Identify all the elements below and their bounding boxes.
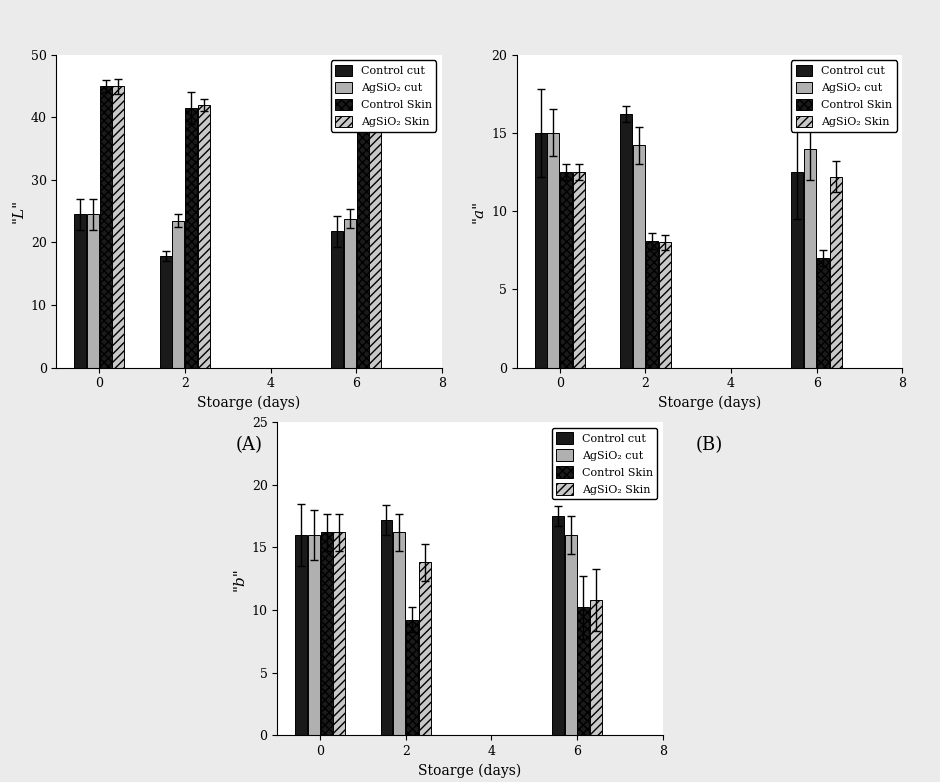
Bar bbox=[356, 102, 368, 368]
Bar bbox=[295, 535, 306, 735]
Bar bbox=[535, 133, 546, 368]
Bar bbox=[419, 562, 431, 735]
X-axis label: Stoarge (days): Stoarge (days) bbox=[658, 396, 761, 411]
Bar bbox=[334, 533, 345, 735]
Bar bbox=[830, 177, 842, 368]
Legend: Control cut, AgSiO₂ cut, Control Skin, AgSiO₂ Skin: Control cut, AgSiO₂ cut, Control Skin, A… bbox=[331, 60, 436, 131]
Bar bbox=[321, 533, 333, 735]
Legend: Control cut, AgSiO₂ cut, Control Skin, AgSiO₂ Skin: Control cut, AgSiO₂ cut, Control Skin, A… bbox=[791, 60, 897, 131]
Bar bbox=[565, 535, 576, 735]
Bar bbox=[590, 600, 603, 735]
Bar bbox=[307, 535, 320, 735]
Bar bbox=[577, 608, 589, 735]
Bar bbox=[198, 105, 211, 368]
Bar bbox=[791, 172, 804, 368]
Bar bbox=[659, 242, 671, 368]
Text: (A): (A) bbox=[236, 436, 262, 454]
Bar bbox=[552, 516, 564, 735]
Bar bbox=[633, 145, 645, 368]
Bar bbox=[547, 133, 559, 368]
Bar bbox=[406, 620, 418, 735]
Bar bbox=[369, 92, 382, 368]
Bar bbox=[620, 114, 633, 368]
Y-axis label: "b": "b" bbox=[232, 567, 246, 590]
Bar bbox=[646, 241, 658, 368]
Bar bbox=[344, 219, 355, 368]
Bar bbox=[817, 258, 829, 368]
Bar bbox=[74, 214, 86, 368]
Bar bbox=[331, 231, 343, 368]
Bar bbox=[573, 172, 585, 368]
X-axis label: Stoarge (days): Stoarge (days) bbox=[418, 763, 522, 778]
Bar bbox=[805, 149, 816, 368]
Bar bbox=[113, 86, 124, 368]
Bar bbox=[381, 520, 393, 735]
Bar bbox=[185, 108, 197, 368]
Bar bbox=[100, 86, 112, 368]
Y-axis label: "L": "L" bbox=[11, 199, 25, 223]
Bar bbox=[160, 256, 172, 368]
Text: (B): (B) bbox=[697, 436, 723, 454]
Bar bbox=[393, 533, 405, 735]
Bar bbox=[86, 214, 99, 368]
Legend: Control cut, AgSiO₂ cut, Control Skin, AgSiO₂ Skin: Control cut, AgSiO₂ cut, Control Skin, A… bbox=[552, 428, 657, 499]
Bar bbox=[560, 172, 572, 368]
Bar bbox=[172, 221, 184, 368]
X-axis label: Stoarge (days): Stoarge (days) bbox=[197, 396, 301, 411]
Y-axis label: "a": "a" bbox=[472, 199, 486, 223]
